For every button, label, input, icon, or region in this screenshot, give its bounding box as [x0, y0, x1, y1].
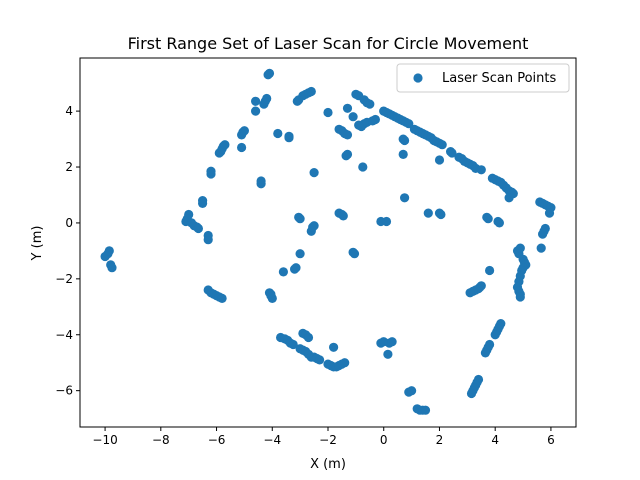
- scan-point: [466, 388, 477, 399]
- scan-point: [358, 162, 368, 172]
- scan-point: [494, 218, 504, 228]
- scan-point: [342, 130, 353, 140]
- scan-point: [423, 208, 433, 218]
- scan-point: [251, 106, 261, 116]
- scan-point: [476, 165, 486, 175]
- scan-point: [400, 193, 410, 203]
- scan-point: [436, 209, 446, 220]
- legend-marker: [413, 73, 423, 83]
- scan-point: [348, 112, 358, 122]
- scan-point: [387, 337, 397, 347]
- x-tick-label: 0: [380, 433, 388, 447]
- y-tick-label: 2: [65, 160, 73, 174]
- scan-point: [291, 263, 301, 273]
- scan-point: [217, 293, 227, 303]
- x-tick-label: −10: [92, 433, 117, 447]
- points-layer: [100, 68, 556, 415]
- scan-point: [538, 229, 548, 239]
- scan-point: [206, 166, 216, 176]
- scan-point: [309, 168, 319, 178]
- scan-point: [309, 221, 319, 231]
- scan-point: [381, 216, 392, 227]
- scan-point: [504, 193, 514, 203]
- y-tick-label: 4: [65, 104, 73, 118]
- scan-point: [544, 208, 555, 218]
- scan-point: [198, 196, 208, 206]
- scan-point: [349, 249, 360, 259]
- y-axis-ticks: −6 −4 −2 0 2 4: [55, 104, 80, 398]
- x-tick-label: 4: [491, 433, 499, 447]
- scan-point: [323, 107, 333, 118]
- scan-point: [278, 267, 288, 277]
- scan-point: [237, 142, 247, 153]
- x-tick-label: 6: [547, 433, 555, 447]
- scan-point: [447, 148, 457, 158]
- scan-point: [407, 386, 417, 396]
- scan-point: [485, 265, 495, 276]
- scan-point: [306, 86, 316, 97]
- scan-point: [400, 135, 410, 146]
- x-tick-label: −6: [208, 433, 226, 447]
- scan-point: [251, 96, 261, 106]
- scan-point: [398, 149, 408, 159]
- scan-point: [266, 289, 276, 299]
- scan-point: [420, 405, 431, 415]
- scan-point: [437, 140, 447, 150]
- scan-point: [288, 339, 298, 350]
- y-tick-label: −6: [55, 384, 73, 398]
- scan-point: [303, 332, 314, 343]
- scan-point: [404, 119, 414, 129]
- x-tick-label: −4: [263, 433, 281, 447]
- scan-point: [434, 155, 445, 165]
- scan-point: [220, 140, 230, 150]
- scan-point: [338, 211, 348, 221]
- y-tick-label: 0: [65, 216, 73, 230]
- scan-point: [370, 114, 380, 125]
- scan-point: [340, 358, 350, 368]
- scan-point: [239, 126, 249, 136]
- scan-point: [515, 243, 525, 253]
- x-tick-label: −8: [152, 433, 170, 447]
- y-axis-label: Y (m): [30, 226, 45, 262]
- scan-point: [329, 342, 339, 352]
- scan-point: [104, 246, 114, 256]
- scan-point: [483, 214, 493, 224]
- x-axis-label: X (m): [310, 457, 346, 472]
- scan-point: [284, 131, 294, 141]
- legend-box: [396, 63, 570, 93]
- x-axis-ticks: −10 −8 −6 −4 −2 0 2 4 6: [92, 427, 555, 447]
- scan-point: [295, 214, 305, 224]
- legend-label: Laser Scan Points: [442, 71, 556, 86]
- scan-point: [193, 223, 203, 234]
- scan-point: [256, 176, 266, 186]
- scan-point: [262, 93, 272, 104]
- scan-point: [342, 149, 353, 159]
- scan-point: [342, 103, 353, 113]
- scan-point: [295, 249, 305, 259]
- x-tick-label: −2: [319, 433, 337, 447]
- scan-point: [490, 330, 500, 340]
- chart-title: First Range Set of Laser Scan for Circle…: [128, 34, 529, 53]
- scan-point: [273, 128, 283, 139]
- scan-point: [383, 349, 393, 359]
- scan-point: [515, 292, 525, 302]
- scan-point: [203, 235, 213, 245]
- y-tick-label: −2: [55, 272, 73, 286]
- y-tick-label: −4: [55, 328, 73, 342]
- scan-point: [365, 99, 375, 109]
- scan-point: [107, 263, 117, 273]
- scan-point: [264, 68, 275, 78]
- x-tick-label: 2: [436, 433, 444, 447]
- scan-point: [536, 243, 546, 253]
- scan-point: [480, 348, 490, 358]
- scan-point: [465, 288, 475, 298]
- scan-point: [315, 355, 325, 365]
- legend: Laser Scan Points: [396, 63, 570, 93]
